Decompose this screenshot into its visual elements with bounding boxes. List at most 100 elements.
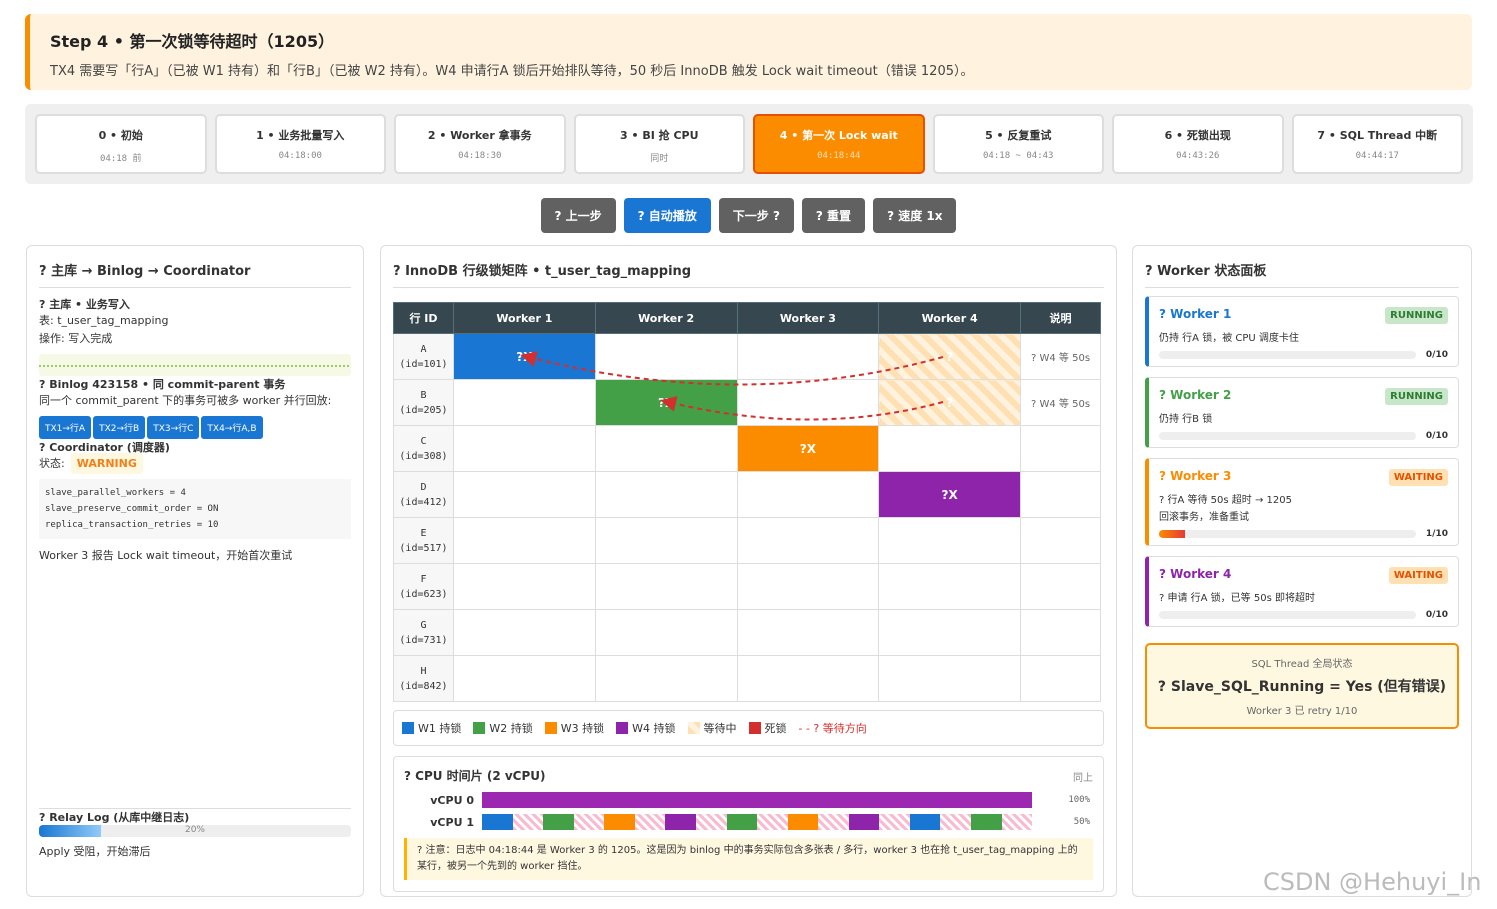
step-time: 04:18:30 (458, 151, 502, 161)
lock-cell (878, 425, 1021, 472)
step[interactable]: 6 • 死锁出现 04:43:26 (1112, 114, 1284, 174)
row-id: D (id=412) (393, 471, 454, 518)
legend-label: W4 持锁 (632, 722, 676, 735)
legend-item: W3 持锁 (544, 720, 604, 736)
step-label: 0 • 初始 (98, 129, 143, 142)
panel-title: ? Worker 状态面板 (1145, 258, 1459, 288)
tx-tag: TX3→行C (147, 416, 200, 439)
matrix-row: B (id=205) ?X?? W4 等 50s (393, 379, 1101, 426)
btn-control[interactable]: ? 自动播放 (623, 198, 711, 233)
lock-cell (878, 655, 1021, 702)
step-time: 04:44:17 (1355, 151, 1399, 161)
progress-row: 0/10 (1159, 610, 1448, 620)
cpu-usage: 50% (1073, 817, 1090, 827)
sql-main: ? Slave_SQL_Running = Yes (但有错误) (1157, 679, 1447, 695)
cpu-slice (1001, 814, 1033, 830)
header-row: 行 ID Worker 1 Worker 2 Worker 3 Worker 4 说明 (393, 302, 1101, 334)
btn-control[interactable]: 下一步 ? (718, 198, 794, 233)
legend-label: 等待中 (703, 722, 737, 735)
step[interactable]: 5 • 反复重试 04:18 ~ 04:43 (932, 114, 1104, 174)
matrix-row: D (id=412) ?X (393, 471, 1101, 518)
row-letter: A (420, 343, 427, 355)
cpu-usage: 100% (1068, 795, 1090, 805)
relay-bar: 20% (39, 825, 351, 837)
step-time: 04:18:44 (817, 151, 861, 161)
legend-label: 死锁 (764, 722, 787, 735)
cpu-slice (665, 814, 696, 830)
operation: 操作: 写入完成 (39, 332, 113, 345)
step[interactable]: 0 • 初始 04:18 前 (35, 114, 207, 174)
legend: W1 持锁 W2 持锁 W3 持锁 W4 持锁 等待中 死锁 - - ? 等待方向 (393, 710, 1104, 746)
row-note (1020, 517, 1101, 564)
legend-swatch (687, 722, 700, 734)
row-letter: H (420, 665, 427, 677)
lock-cell (878, 517, 1021, 564)
step[interactable]: 1 • 业务批量写入 04:18:00 (214, 114, 386, 174)
cpu-slice (971, 814, 1002, 830)
card-title: ? 主库 • 业务写入 (39, 298, 130, 311)
lock-cell (736, 609, 880, 656)
row-pk: (id=731) (399, 634, 448, 646)
worker-bar (1159, 432, 1416, 440)
held-lock: ?X (453, 333, 596, 380)
cpu-slice (512, 814, 544, 830)
matrix-wrap: 行 ID Worker 1 Worker 2 Worker 3 Worker 4 说明 A (… (393, 302, 1104, 702)
row-pk: (id=101) (399, 358, 448, 370)
cpu-slice (482, 792, 1032, 808)
worker-line: 仍持 行A 锁，被 CPU 调度卡住 (1159, 333, 1299, 344)
cpu-slice (726, 814, 758, 830)
row-id: H (id=842) (393, 655, 454, 702)
legend-item: 等待中 (687, 720, 737, 736)
lock-cell (878, 563, 1021, 610)
config-box: slave_parallel_workers = 4 slave_preserve… (39, 479, 351, 539)
btn-control[interactable]: ? 重置 (801, 198, 866, 233)
matrix-row: E (id=517) (393, 517, 1101, 564)
btn-control[interactable]: ? 速度 1x (873, 198, 957, 233)
cpu-bar (482, 792, 1032, 808)
column-header: 行 ID (393, 302, 454, 334)
relay-note: Apply 受阻，开始滞后 (39, 845, 151, 858)
step[interactable]: 3 • BI 抢 CPU 同时 (573, 114, 745, 174)
worker-card: ? Worker 3 WAITING ? 行A 等待 50s 超时 → 1205 回滚… (1145, 458, 1459, 546)
lock-cell (453, 517, 596, 564)
lock-panel: ? InnoDB 行级锁矩阵 • t_user_tag_mapping 行 ID W… (380, 245, 1117, 897)
worker-card: ? Worker 4 WAITING ? 申请 行A 锁，已等 50s 即将超时 0/… (1145, 556, 1459, 627)
progress-row: 0/10 (1159, 431, 1448, 441)
lock-matrix: 行 ID Worker 1 Worker 2 Worker 3 Worker 4 说明 A (… (393, 302, 1101, 702)
master-card: ? 主库 • 业务写入 表: t_user_tag_mapping 操作: 写入完成 (39, 296, 351, 376)
row-pk: (id=205) (399, 404, 448, 416)
legend-swatch (616, 722, 629, 734)
step-label: 4 • 第一次 Lock wait (779, 129, 898, 142)
cpu-slice (695, 814, 727, 830)
legend-item: - - ? 等待方向 (799, 720, 867, 736)
lock-cell (594, 425, 738, 472)
tx-tag: TX2→行B (93, 416, 146, 439)
worker-line: ? 申请 行A 锁，已等 50s 即将超时 (1159, 593, 1315, 604)
matrix-row: F (id=623) (393, 563, 1101, 610)
lock-cell (594, 563, 738, 610)
worker-progress: 0/10 (1425, 350, 1448, 360)
controls: ? 上一步? 自动播放 下一步 ?? 重置? 速度 1x (0, 198, 1497, 233)
held-lock: ?X (878, 471, 1021, 518)
step[interactable]: 2 • Worker 拿事务 04:18:30 (394, 114, 566, 174)
worker-bar (1159, 530, 1416, 538)
cpu-row: vCPU 1 50% (404, 814, 1093, 830)
step[interactable]: 4 • 第一次 Lock wait 04:18:44 (753, 114, 925, 174)
step-time: 04:18 前 (99, 154, 142, 164)
step-label: 3 • BI 抢 CPU (619, 129, 699, 142)
cpu-title: ? CPU 时间片 (2 vCPU) (404, 769, 546, 783)
worker-status: WAITING (1388, 469, 1448, 486)
row-id: B (id=205) (393, 379, 454, 426)
column-header: 说明 (1020, 302, 1101, 334)
row-id: E (id=517) (393, 517, 454, 564)
matrix-row: C (id=308) ?X (393, 425, 1101, 472)
wait-cell: ? (878, 379, 1021, 426)
cpu-slice (787, 814, 819, 830)
step-label: 6 • 死锁出现 (1164, 129, 1231, 142)
tx-tag: TX4→行A,B (201, 416, 263, 439)
step-time: 04:18 ~ 04:43 (983, 151, 1054, 161)
step[interactable]: 7 • SQL Thread 中断 04:44:17 (1291, 114, 1463, 174)
cpu-bar (482, 814, 1033, 830)
cpu-name: vCPU 1 (430, 815, 474, 829)
btn-control[interactable]: ? 上一步 (540, 198, 616, 233)
